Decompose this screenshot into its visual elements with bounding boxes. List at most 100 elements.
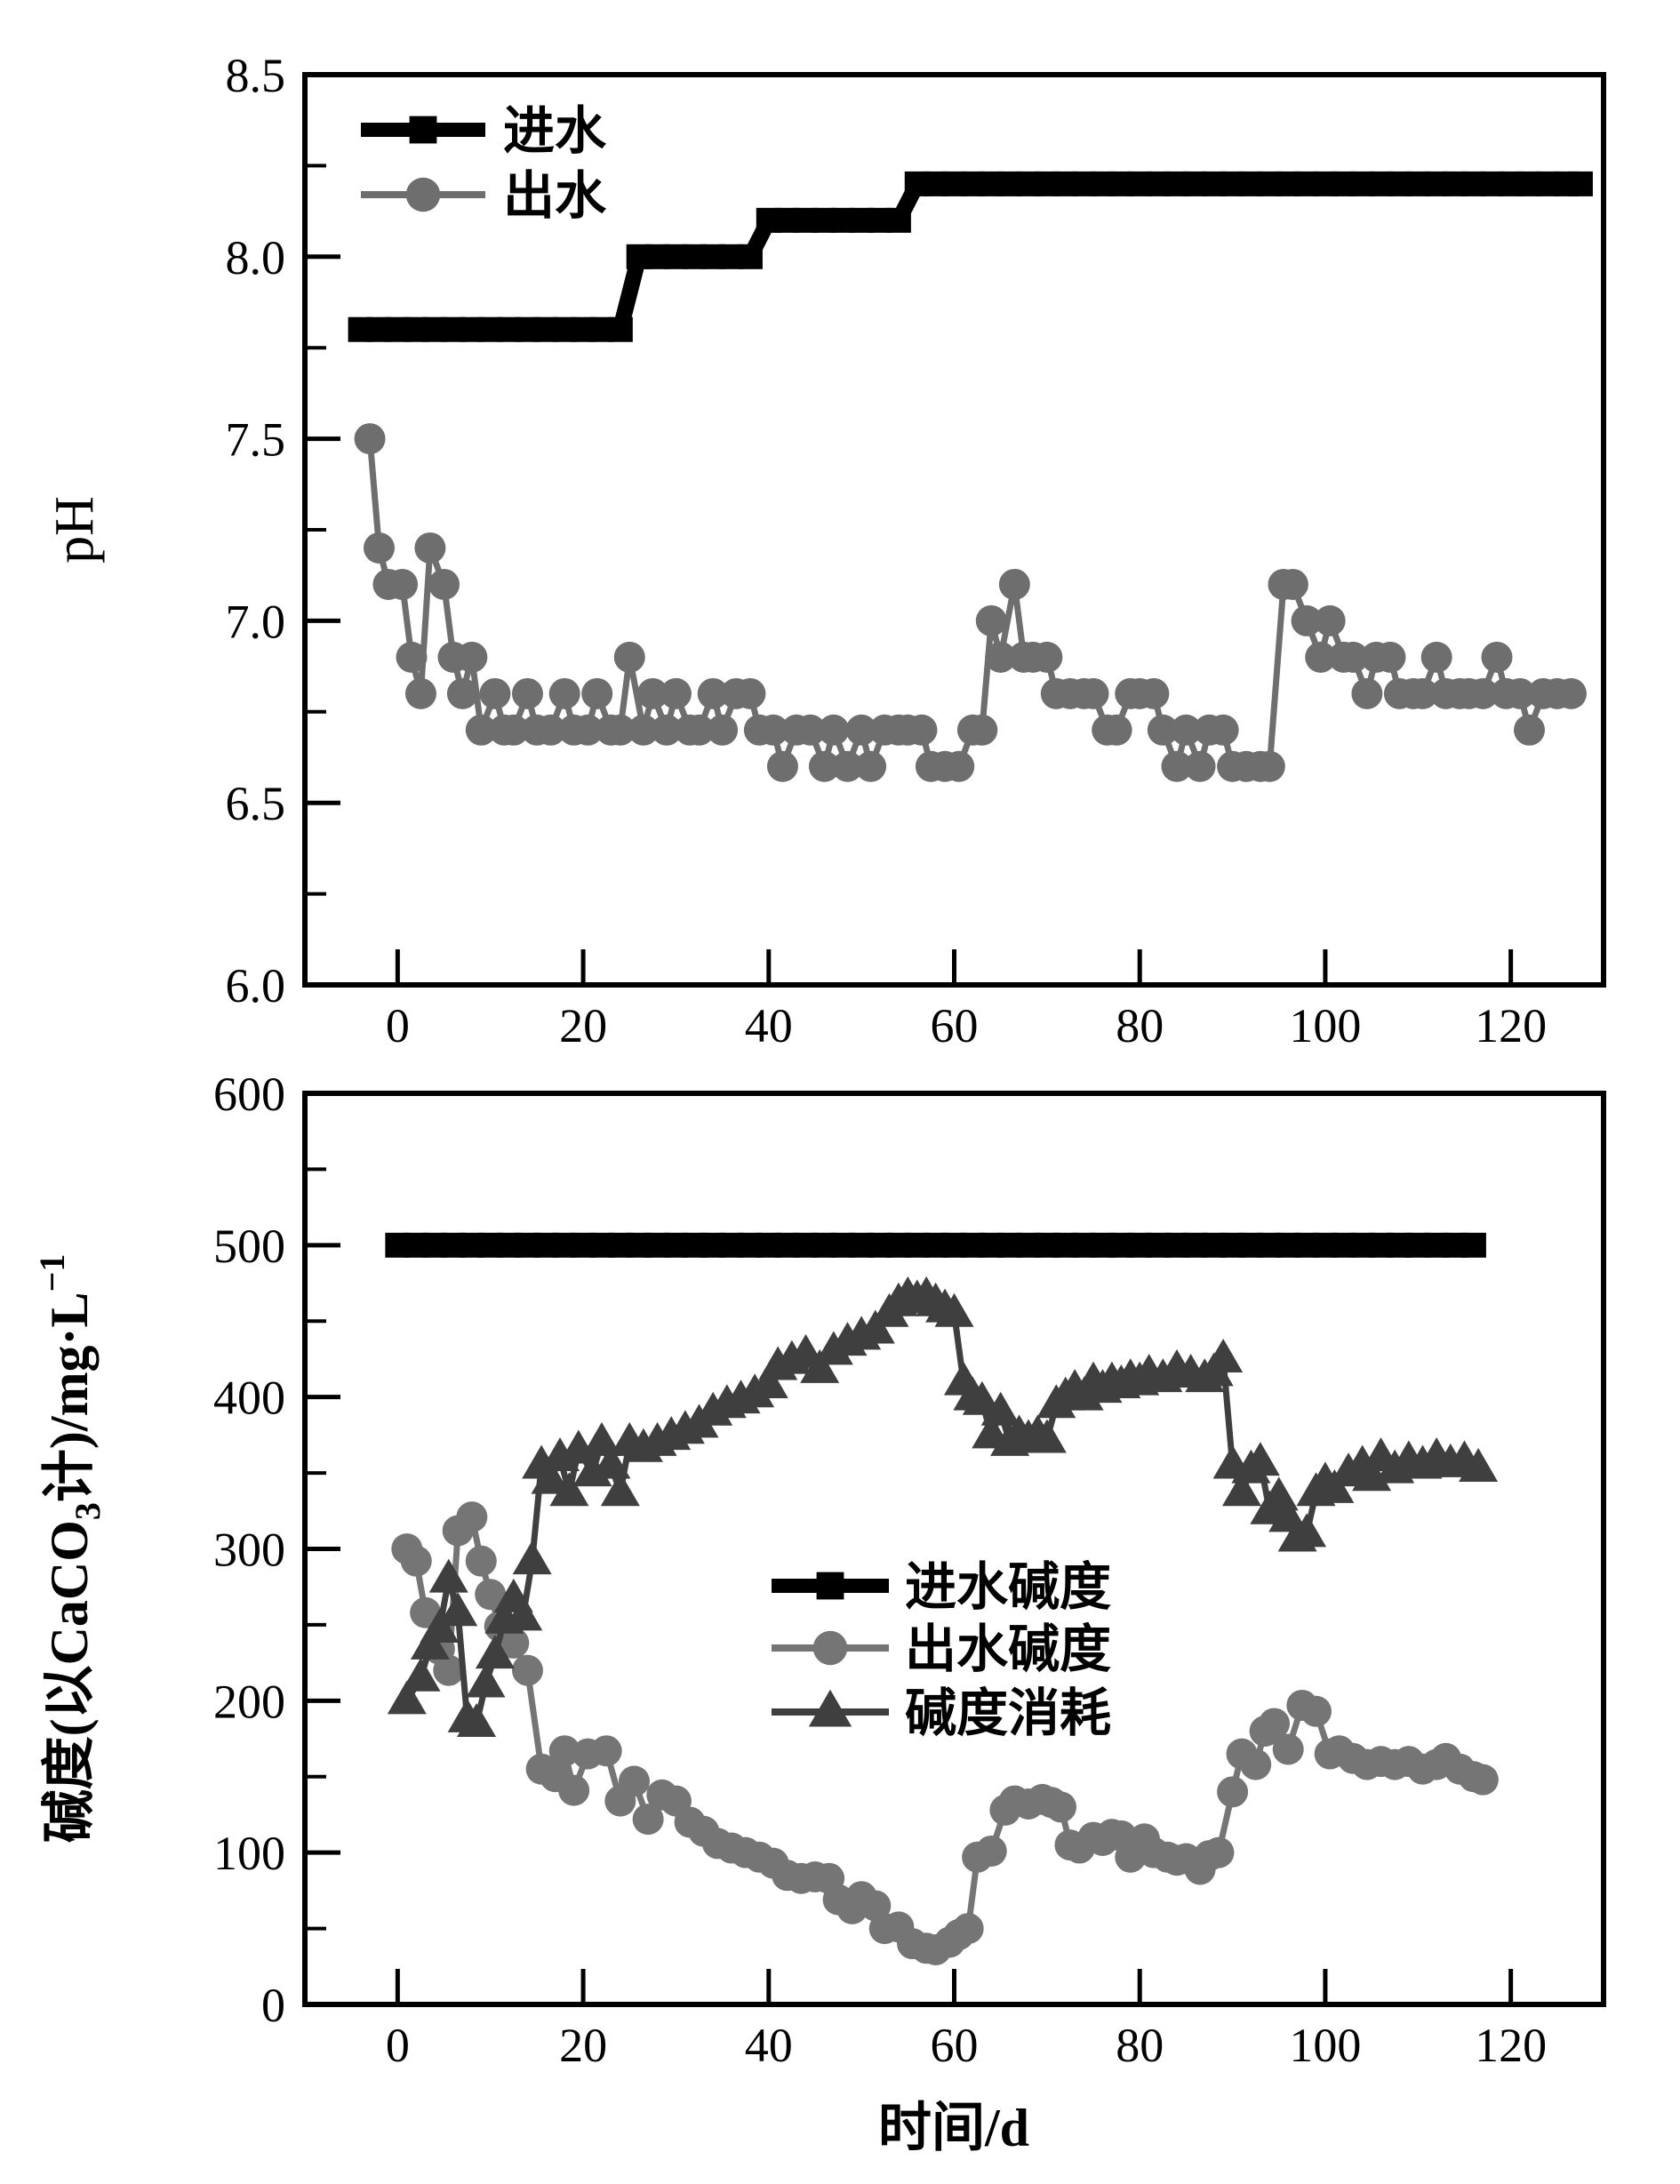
triangle-marker [531, 1460, 571, 1494]
circle-marker [952, 1913, 984, 1945]
triangle-marker [1459, 1447, 1499, 1482]
circle-marker [1138, 677, 1170, 709]
circle-marker [1514, 714, 1546, 746]
circle-marker [632, 1804, 664, 1836]
circle-marker [684, 714, 716, 746]
plot-frame [302, 1091, 1606, 2007]
square-marker [409, 116, 437, 144]
circle-marker [498, 714, 530, 746]
circle-marker [766, 750, 798, 782]
x-tick-label: 20 [559, 999, 607, 1052]
plot-frame [302, 72, 1606, 988]
circle-marker [845, 714, 877, 746]
legend-label: 出水碱度 [905, 1620, 1111, 1678]
circle-marker [1272, 1733, 1304, 1765]
circle-marker [831, 750, 863, 782]
y-tick-label: 300 [213, 1524, 285, 1577]
x-tick-label: 100 [1289, 999, 1361, 1052]
circle-marker [1276, 568, 1308, 600]
circle-marker [396, 641, 428, 673]
circle-marker [456, 1501, 488, 1533]
circle-marker [1407, 677, 1439, 709]
legend-label: 进水碱度 [905, 1558, 1111, 1616]
circle-marker [975, 1835, 1007, 1867]
triangle-marker [1287, 1513, 1327, 1548]
circle-marker [1504, 677, 1536, 709]
x-tick-label: 60 [931, 2019, 979, 2072]
circle-marker [400, 1545, 432, 1577]
circle-marker [618, 1765, 650, 1797]
y-tick-label: 600 [213, 1068, 285, 1121]
circle-marker [795, 714, 827, 746]
circle-marker [757, 714, 789, 746]
circle-marker [479, 677, 511, 709]
triangle-marker [934, 1292, 974, 1327]
circle-marker [1555, 677, 1587, 709]
circle-marker [456, 641, 488, 673]
square-marker [885, 207, 911, 233]
circle-marker [628, 714, 660, 746]
triangle-marker [401, 1657, 441, 1692]
y-axis: 6.0 6.5 7.0 7.5 8.0 8.5 [226, 49, 340, 1012]
triangle-marker [962, 1380, 1002, 1415]
circle-marker [818, 714, 850, 746]
circle-marker [613, 641, 645, 673]
triangle-marker [748, 1364, 788, 1398]
triangle-marker [387, 1680, 427, 1715]
triangle-marker [438, 1592, 478, 1627]
y-tick-label: 8.5 [226, 49, 286, 102]
triangle-marker [980, 1391, 1020, 1426]
x-tick-label: 80 [1116, 999, 1164, 1052]
circle-marker [1337, 641, 1369, 673]
circle-marker [1170, 714, 1202, 746]
circle-marker [354, 423, 386, 455]
circle-marker [660, 677, 692, 709]
y-tick-label: 6.5 [226, 777, 286, 830]
circle-marker [498, 1627, 530, 1659]
circle-marker [1207, 714, 1239, 746]
x-axis: 0 20 40 60 80 100 120 [386, 1969, 1547, 2072]
triangle-marker [428, 1558, 468, 1593]
triangle-marker [808, 1689, 852, 1727]
circle-marker [1467, 677, 1499, 709]
alkalinity-consumption-series [387, 1276, 1499, 1737]
triangle-marker [475, 1635, 515, 1669]
circle-marker [446, 677, 478, 709]
circle-marker [855, 750, 887, 782]
y-tick-label: 100 [213, 1827, 285, 1880]
legend-label: 碱度消耗 [905, 1684, 1111, 1742]
circle-marker [707, 714, 739, 746]
x-axis: 0 20 40 60 80 100 120 [386, 949, 1547, 1052]
influent-alkalinity-series [385, 1232, 1486, 1258]
circle-marker [405, 177, 441, 212]
circle-marker [1203, 1836, 1235, 1868]
y-tick-label: 0 [261, 1979, 285, 2032]
circle-marker [548, 677, 580, 709]
circle-marker [581, 677, 613, 709]
triangle-marker [1222, 1472, 1262, 1507]
circle-marker [1481, 641, 1513, 673]
triangle-marker [1027, 1419, 1067, 1453]
triangle-marker [512, 1540, 552, 1575]
triangle-marker [503, 1596, 543, 1631]
triangle-marker [466, 1663, 506, 1698]
triangle-marker [1204, 1338, 1244, 1372]
circle-marker [697, 677, 729, 709]
circle-marker [535, 714, 567, 746]
circle-marker [1100, 714, 1132, 746]
circle-marker [812, 1630, 848, 1666]
y-tick-label: 8.0 [226, 231, 286, 284]
y-axis: 0 100 200 300 400 500 600 [213, 1068, 340, 2032]
circle-marker [511, 1654, 543, 1686]
triangle-marker [591, 1444, 631, 1479]
circle-marker [1031, 641, 1063, 673]
square-marker [737, 244, 763, 269]
effluent-ph-series [354, 423, 1587, 782]
circle-marker [1184, 750, 1216, 782]
circle-marker [975, 604, 1007, 636]
circle-marker [387, 568, 419, 600]
y-tick-label: 6.0 [226, 959, 286, 1012]
circle-marker [1161, 750, 1193, 782]
circle-marker [548, 1735, 580, 1767]
circle-marker [734, 677, 766, 709]
